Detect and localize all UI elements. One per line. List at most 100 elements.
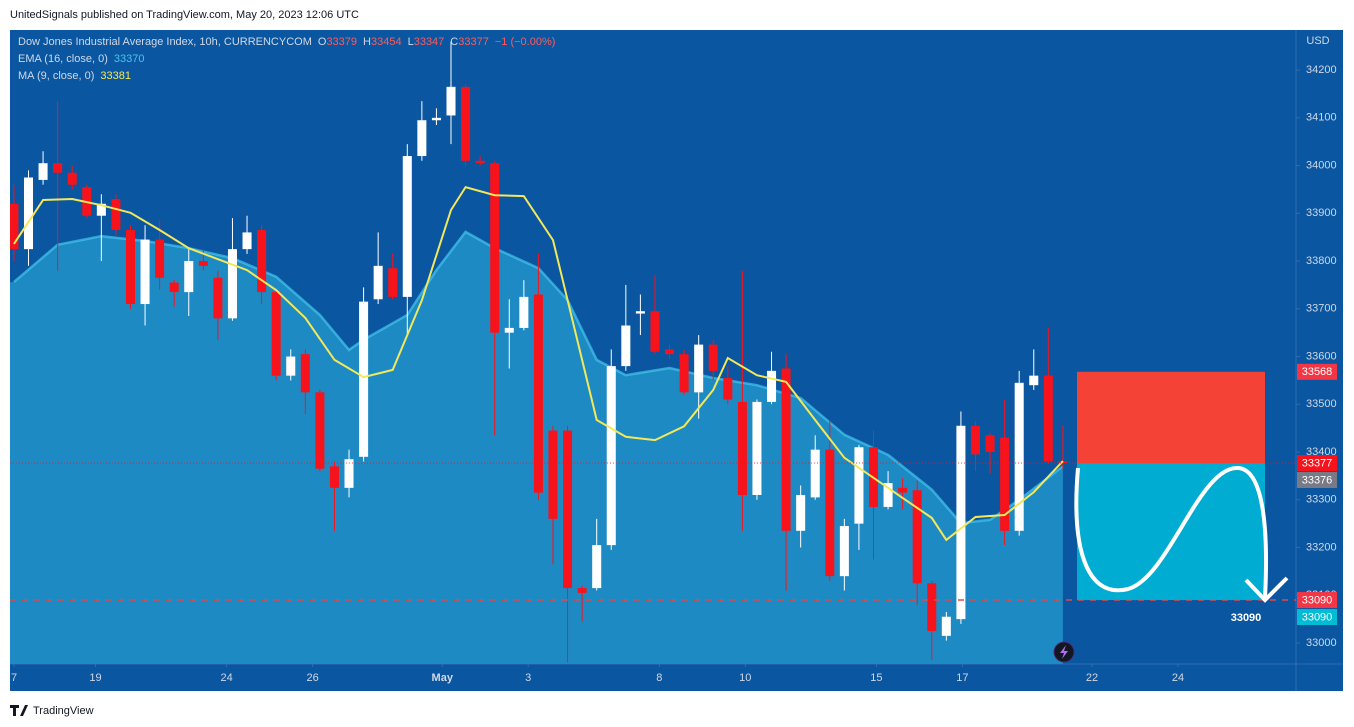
price-badge <box>1297 363 1337 380</box>
candle-body <box>883 483 893 507</box>
candle-body <box>475 160 485 164</box>
price-badge-label: 33376 <box>1302 474 1333 486</box>
x-tick-label: 10 <box>739 672 751 684</box>
legend-item: MA (9, close, 0) 33381 <box>18 70 131 82</box>
candle-body <box>359 301 369 457</box>
candle-body <box>781 368 791 531</box>
candle-body <box>23 177 34 250</box>
candle-body <box>344 459 354 488</box>
target-annotation: 33090 <box>1231 612 1262 624</box>
price-badge <box>1297 472 1337 489</box>
candle-body <box>985 435 995 453</box>
ohlc-value: 33454 <box>371 36 402 48</box>
candle-body <box>970 425 980 455</box>
candle-body <box>96 203 106 216</box>
ohlc-value: 33347 <box>414 36 445 48</box>
tradingview-logo: TradingView <box>10 705 94 717</box>
target-zone <box>1077 463 1265 601</box>
x-tick-label: 3 <box>525 672 531 684</box>
candle-body <box>329 466 339 488</box>
candle-body <box>898 487 908 493</box>
candle-body <box>257 230 267 293</box>
candle-body <box>446 86 456 116</box>
candle-body <box>111 199 121 231</box>
candle-body <box>592 545 602 589</box>
candle-body <box>431 117 441 121</box>
candle-body <box>1043 375 1053 462</box>
drawn-arrow <box>1244 576 1289 603</box>
candle-body <box>563 430 573 589</box>
x-tick-label: May <box>432 672 454 684</box>
candle-body <box>300 354 310 393</box>
y-tick-label: 34100 <box>1306 112 1337 124</box>
y-tick-label: 33000 <box>1306 637 1337 649</box>
candle-body <box>140 239 150 305</box>
price-badge-label: 33090 <box>1302 611 1333 623</box>
alert-icon-bolt <box>1060 645 1068 659</box>
legend-title-row: Dow Jones Industrial Average Index, 10h,… <box>18 36 555 48</box>
candle-body <box>271 292 281 376</box>
candle-body <box>242 232 252 250</box>
y-tick-label: 33500 <box>1306 398 1337 410</box>
candle-body <box>1014 382 1024 531</box>
candle-body <box>796 494 806 531</box>
legend: Dow Jones Industrial Average Index, 10h,… <box>18 36 555 82</box>
y-tick-label: 33900 <box>1306 207 1337 219</box>
candle-body <box>767 370 777 402</box>
candle-body <box>606 366 616 546</box>
candle-body <box>665 349 675 355</box>
stop-zone <box>1077 371 1265 464</box>
candle-body <box>635 311 645 314</box>
price-badge-label: 33090 <box>1302 594 1333 606</box>
price-badge-label: 33568 <box>1302 366 1333 378</box>
overlay: 33090 <box>10 371 1296 624</box>
candle-body <box>315 392 325 469</box>
x-tick-label: 8 <box>656 672 662 684</box>
candle-body <box>679 354 689 393</box>
ohlc-key: C <box>450 36 458 48</box>
footer-brand: TradingView <box>33 705 94 717</box>
candle-body <box>198 261 208 266</box>
candle-body <box>956 425 966 620</box>
candle-body <box>67 172 77 185</box>
x-tick-label: 24 <box>221 672 233 684</box>
price-badge <box>1297 455 1337 472</box>
y-tick-label: 33600 <box>1306 350 1337 362</box>
ma-line <box>13 185 1064 542</box>
ohlc-value: 33379 <box>326 36 357 48</box>
price-badge-label: 33377 <box>1302 457 1333 469</box>
candle-body <box>519 296 529 328</box>
candle-body <box>650 311 660 352</box>
x-tick-label: 15 <box>870 672 882 684</box>
candle-body <box>10 203 19 250</box>
legend-item: EMA (16, close, 0) 33370 <box>18 53 144 65</box>
candle-body <box>504 327 514 333</box>
candle-body <box>708 344 718 371</box>
y-tick-label: 33200 <box>1306 541 1337 553</box>
candle-body <box>694 344 704 393</box>
candle-body <box>548 430 558 519</box>
y-tick-label: 34000 <box>1306 159 1337 171</box>
candle-body <box>155 239 165 278</box>
publisher-line: UnitedSignals published on TradingView.c… <box>10 9 359 21</box>
candle-body <box>621 325 631 367</box>
candle-body <box>490 163 500 333</box>
x-tick-label: 24 <box>1172 672 1184 684</box>
candle-body <box>169 282 179 293</box>
candle-body <box>1029 375 1039 386</box>
candle-body <box>1000 437 1010 531</box>
candle-body <box>213 277 223 319</box>
candle-body <box>402 156 412 297</box>
candle-body <box>825 449 835 577</box>
x-tick-label: 7 <box>11 672 17 684</box>
candle-body <box>286 356 296 376</box>
y-tick-label: 34200 <box>1306 64 1337 76</box>
candle-body <box>927 583 937 632</box>
candle-body <box>417 120 427 157</box>
candle-body <box>854 447 864 524</box>
legend-name: EMA (16, close, 0) <box>18 53 108 65</box>
ohlc-change: −1 (−0.00%) <box>495 36 556 48</box>
legend-title: Dow Jones Industrial Average Index, 10h,… <box>18 36 312 48</box>
